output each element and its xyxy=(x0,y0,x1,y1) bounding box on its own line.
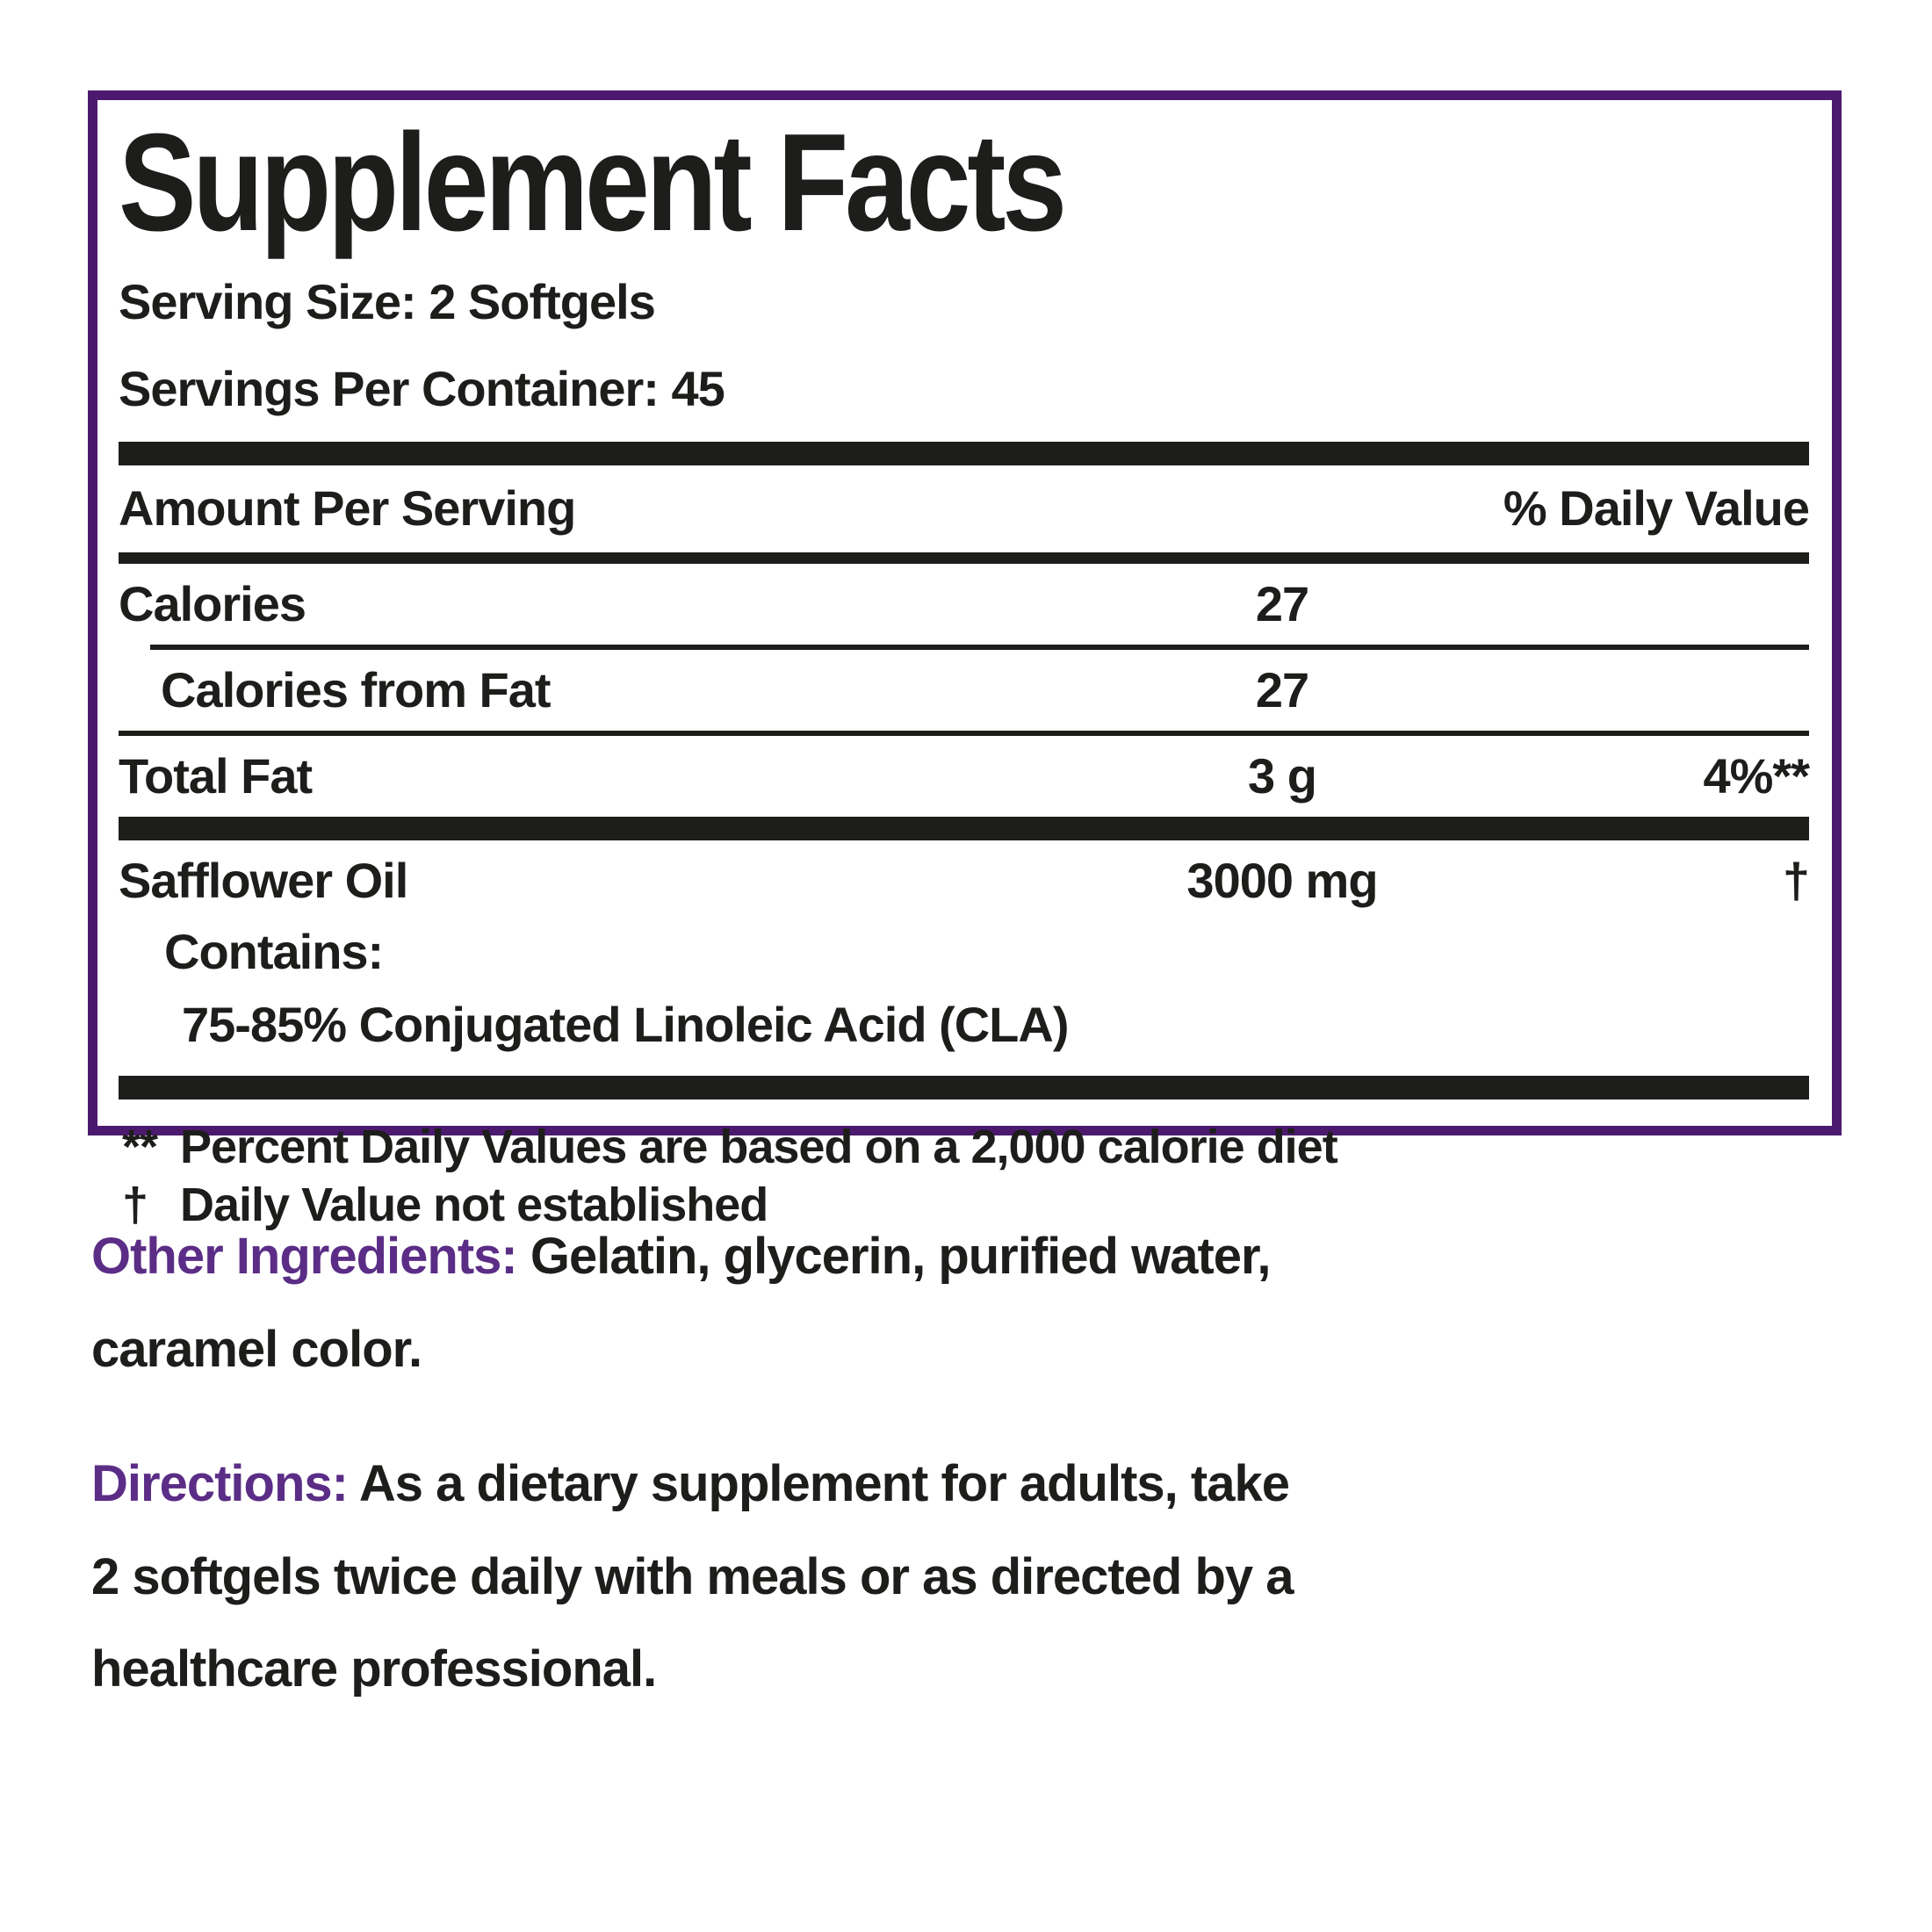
directions-line3: healthcare professional. xyxy=(91,1640,657,1698)
footnote-marker: † xyxy=(122,1179,148,1232)
footnote-marker: ** xyxy=(122,1121,158,1174)
below-box-text: Other Ingredients: Gelatin, glycerin, pu… xyxy=(91,1210,1637,1716)
footnote-daily-values: ** Percent Daily Values are based on a 2… xyxy=(122,1119,1809,1177)
other-ingredients-line2: caramel color. xyxy=(91,1320,422,1378)
nutrient-daily-value: 4%** xyxy=(1703,748,1810,804)
servings-per-container: Servings Per Container: 45 xyxy=(119,361,725,417)
directions-label: Directions: xyxy=(91,1455,359,1513)
nutrient-name: Calories xyxy=(119,576,306,632)
nutrient-amount: 3 g xyxy=(1248,748,1317,804)
nutrient-amount: 3000 mg xyxy=(1186,853,1378,909)
nutrient-daily-value: † xyxy=(1782,853,1810,909)
nutrient-amount: 27 xyxy=(1255,576,1309,632)
nutrient-row-calories: Calories 27 xyxy=(119,564,1809,645)
footnote-text: Daily Value not established xyxy=(180,1179,768,1232)
nutrient-row-calories-from-fat: Calories from Fat 27 xyxy=(119,650,1809,731)
facts-title: Supplement Facts xyxy=(119,105,1067,260)
directions-line1: As a dietary supplement for adults, take xyxy=(358,1455,1290,1513)
section-divider-thick-top xyxy=(119,442,1809,466)
table-header-row: Amount Per Serving % Daily Value xyxy=(119,465,1810,552)
section-divider-thick-bottom xyxy=(119,1076,1809,1100)
nutrient-row-total-fat: Total Fat 3 g 4%** xyxy=(119,736,1810,817)
percent-daily-value-header: % Daily Value xyxy=(1503,480,1810,537)
other-ingredients-paragraph: Other Ingredients: Gelatin, glycerin, pu… xyxy=(91,1210,1637,1395)
row-divider-indented xyxy=(150,645,1809,651)
directions-line2: 2 softgels twice daily with meals or as … xyxy=(91,1547,1294,1605)
nutrient-name: Calories from Fat xyxy=(161,662,551,718)
footnote-text: Percent Daily Values are based on a 2,00… xyxy=(180,1121,1338,1174)
footnote-dagger: † Daily Value not established xyxy=(122,1177,1809,1235)
serving-size: Serving Size: 2 Softgels xyxy=(119,274,656,330)
contains-label: Contains: xyxy=(164,924,384,980)
nutrient-amount: 27 xyxy=(1255,662,1309,718)
cla-ingredient-line: 75-85% Conjugated Linoleic Acid (CLA) xyxy=(182,997,1069,1053)
nutrient-name: Safflower Oil xyxy=(119,853,408,909)
nutrient-name: Total Fat xyxy=(119,748,313,804)
supplement-facts-box: Supplement Facts Serving Size: 2 Softgel… xyxy=(88,90,1842,1231)
footnotes: ** Percent Daily Values are based on a 2… xyxy=(119,1099,1809,1235)
other-ingredients-label: Other Ingredients: xyxy=(91,1228,530,1285)
nutrient-row-safflower-oil: Safflower Oil 3000 mg † xyxy=(119,840,1810,921)
section-divider-thick-middle xyxy=(119,817,1809,841)
header-divider-medium xyxy=(119,552,1809,565)
row-divider xyxy=(119,731,1809,737)
amount-per-serving-header: Amount Per Serving xyxy=(119,480,576,537)
directions-paragraph: Directions: As a dietary supplement for … xyxy=(91,1438,1637,1716)
other-ingredients-line1: Gelatin, glycerin, purified water, xyxy=(530,1228,1272,1285)
